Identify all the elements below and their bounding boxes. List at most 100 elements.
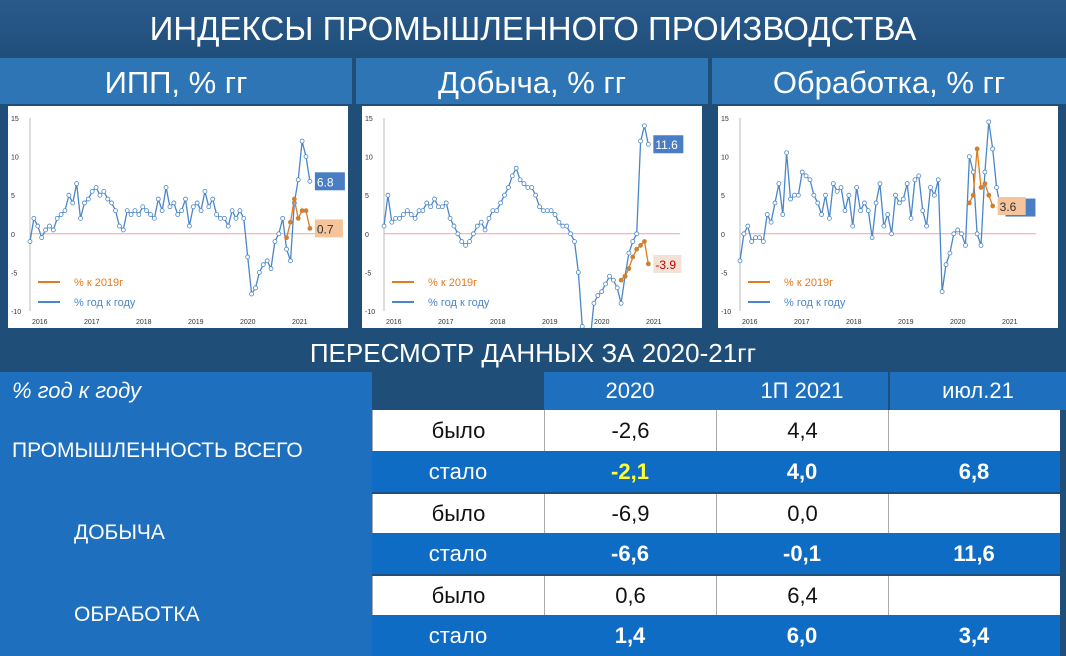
point-yoy — [877, 181, 883, 187]
chart-title-ipp: ИПП, % гг — [0, 58, 352, 104]
point-yoy — [428, 204, 434, 210]
point-yoy — [408, 212, 414, 217]
table-cell: 0,0 — [716, 494, 888, 533]
y-tick-label: 10 — [721, 155, 729, 162]
point-yoy — [850, 223, 856, 229]
point-yoy — [218, 215, 223, 221]
point-yoy — [490, 208, 496, 214]
point-yoy — [478, 219, 484, 225]
end-label: 3.6 — [997, 197, 1026, 216]
x-tick-label: 2019 — [188, 319, 204, 326]
point-vs2019 — [970, 192, 976, 198]
point-yoy — [190, 204, 196, 210]
point-vs2019 — [634, 246, 640, 252]
point-yoy — [486, 215, 492, 221]
point-vs2019 — [986, 192, 992, 198]
point-yoy — [803, 173, 809, 179]
point-yoy — [838, 185, 844, 190]
point-yoy — [284, 246, 289, 252]
point-yoy — [861, 200, 867, 206]
point-yoy — [575, 269, 581, 275]
y-tick-label: -5 — [11, 270, 17, 277]
point-yoy — [517, 177, 523, 183]
point-yoy — [745, 223, 751, 229]
point-yoy — [120, 227, 126, 233]
point-yoy — [799, 169, 805, 175]
point-yoy — [443, 200, 449, 206]
point-yoy — [109, 200, 115, 206]
row-label: было — [372, 576, 544, 615]
point-yoy — [268, 266, 274, 271]
point-yoy — [900, 196, 906, 202]
point-yoy — [858, 208, 863, 214]
point-vs2019 — [978, 185, 984, 190]
point-yoy — [221, 215, 227, 221]
point-yoy — [788, 196, 793, 202]
legend-label: % год к году — [784, 297, 846, 309]
point-vs2019 — [974, 146, 980, 152]
point-yoy — [416, 208, 422, 214]
point-yoy — [966, 154, 972, 159]
point-yoy — [599, 289, 605, 295]
point-yoy — [865, 208, 871, 214]
row-label: стало — [372, 615, 544, 656]
point-yoy — [780, 212, 786, 217]
point-yoy — [237, 208, 243, 214]
point-yoy — [645, 141, 651, 147]
point-yoy — [225, 223, 231, 229]
point-yoy — [795, 192, 801, 198]
point-yoy — [280, 215, 286, 221]
point-yoy — [498, 200, 504, 206]
point-yoy — [978, 242, 984, 248]
y-tick-label: -5 — [365, 270, 371, 277]
point-yoy — [101, 188, 107, 194]
row-label: было — [372, 410, 544, 451]
point-yoy — [525, 185, 531, 190]
point-yoy — [502, 192, 507, 198]
row-label: было — [372, 494, 544, 533]
point-vs2019 — [645, 261, 651, 267]
point-yoy — [768, 219, 774, 225]
y-tick-label: 5 — [721, 193, 725, 200]
point-yoy — [474, 223, 480, 229]
y-tick-label: 15 — [721, 116, 729, 123]
point-yoy — [904, 181, 910, 187]
point-yoy — [834, 188, 840, 194]
y-tick-label: -5 — [721, 270, 727, 277]
point-vs2019 — [307, 225, 313, 231]
point-yoy — [397, 215, 402, 221]
point-yoy — [82, 200, 87, 206]
point-yoy — [873, 200, 879, 206]
end-label-box — [314, 219, 343, 238]
point-yoy — [439, 204, 445, 210]
point-yoy — [626, 250, 632, 256]
y-tick-label: 10 — [11, 155, 19, 162]
end-label-text: 0.7 — [317, 222, 334, 236]
point-yoy — [908, 215, 914, 221]
point-yoy — [823, 192, 828, 198]
x-tick-label: 2020 — [950, 319, 966, 326]
point-yoy — [186, 223, 192, 229]
point-yoy — [603, 281, 608, 287]
y-tick-label: 0 — [11, 232, 15, 239]
table-cell-highlight: -2,1 — [544, 451, 716, 492]
table-cell — [888, 494, 1060, 533]
point-yoy — [148, 212, 153, 217]
point-yoy — [47, 223, 52, 229]
point-yoy — [982, 169, 988, 175]
point-yoy — [896, 200, 902, 206]
legend-label: % к 2019г — [428, 277, 477, 289]
point-yoy — [842, 208, 848, 214]
point-yoy — [85, 196, 91, 202]
y-tick-label: -10 — [365, 309, 375, 316]
point-yoy — [939, 289, 945, 295]
point-yoy — [760, 239, 766, 244]
point-yoy — [175, 212, 181, 217]
point-yoy — [540, 208, 546, 214]
group-label-total: ПРОМЫШЛЕННОСТЬ ВСЕГО — [0, 410, 372, 492]
table-header-label: % год к году — [0, 372, 372, 410]
series-line-yoy — [29, 141, 311, 296]
table-cell: 11,6 — [888, 533, 1060, 574]
point-yoy — [912, 177, 918, 183]
point-yoy — [295, 177, 301, 183]
